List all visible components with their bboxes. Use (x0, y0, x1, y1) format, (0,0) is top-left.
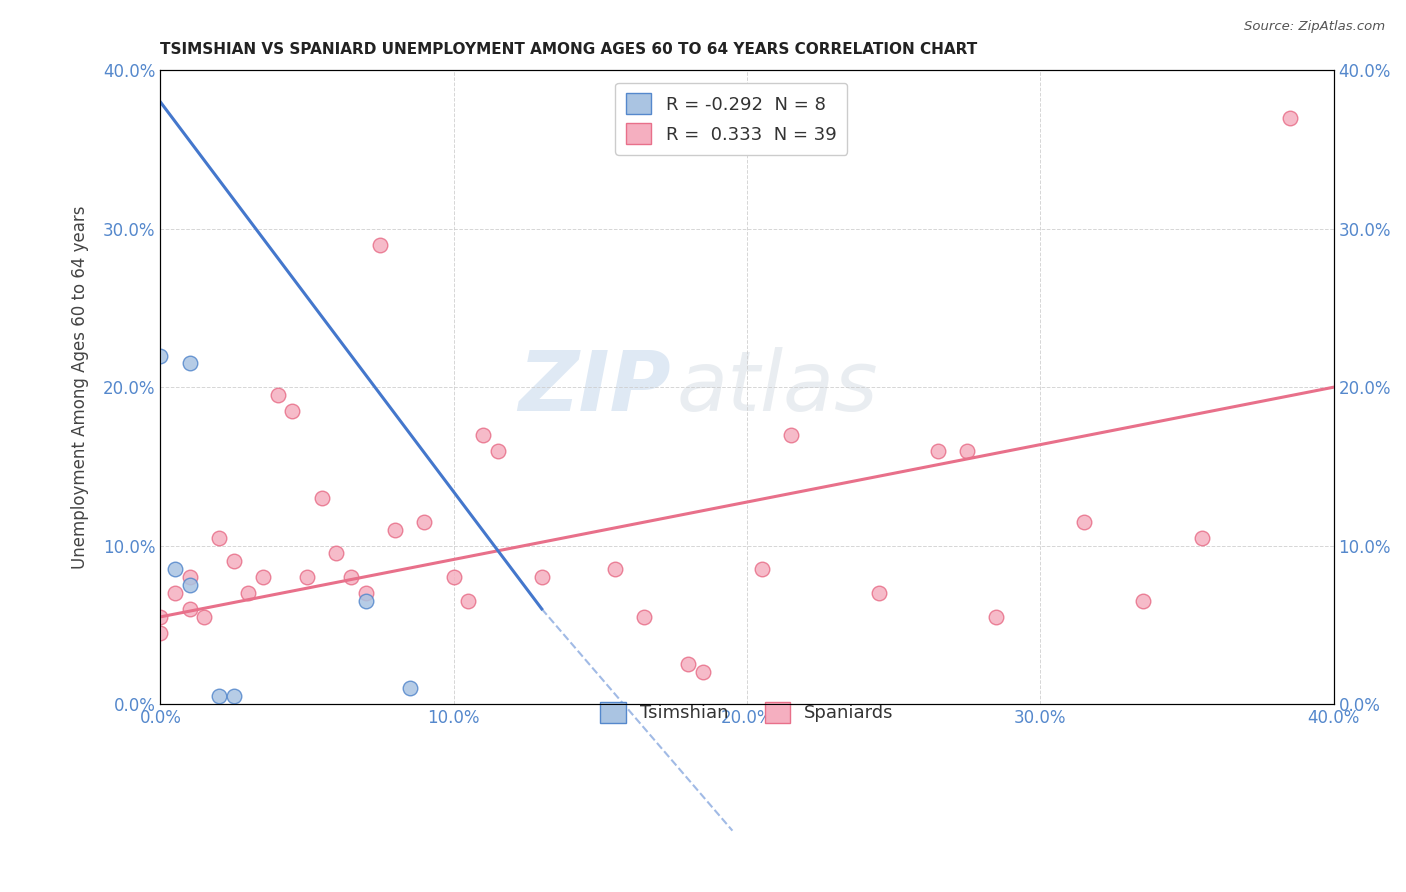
Point (956, 443, 979, 458)
Point (1073, 515, 1095, 529)
Point (222, 689, 245, 703)
Point (633, 610, 655, 624)
Point (443, 570, 465, 584)
Point (325, 547, 347, 561)
Point (927, 443, 949, 458)
Point (179, 570, 201, 584)
Point (751, 562, 773, 576)
Point (165, 586, 187, 600)
Point (986, 610, 1008, 624)
Point (398, 681, 420, 695)
Point (603, 562, 626, 576)
Text: TSIMSHIAN VS SPANIARD UNEMPLOYMENT AMONG AGES 60 TO 64 YEARS CORRELATION CHART: TSIMSHIAN VS SPANIARD UNEMPLOYMENT AMONG… (160, 42, 977, 57)
Point (530, 570, 553, 584)
Point (208, 531, 231, 545)
Point (457, 594, 479, 608)
Point (354, 594, 377, 608)
Point (486, 443, 509, 458)
Y-axis label: Unemployment Among Ages 60 to 64 years: Unemployment Among Ages 60 to 64 years (72, 205, 89, 569)
Point (1278, 111, 1301, 125)
Point (354, 586, 377, 600)
Legend: Tsimshian, Spaniards: Tsimshian, Spaniards (593, 695, 901, 730)
Point (413, 515, 436, 529)
Point (692, 665, 714, 680)
Point (384, 523, 406, 537)
Point (370, 237, 392, 252)
Point (1191, 531, 1213, 545)
Point (281, 404, 304, 418)
Point (179, 602, 201, 616)
Point (472, 427, 495, 442)
Text: ZIP: ZIP (519, 347, 671, 427)
Point (208, 689, 231, 703)
Text: Source: ZipAtlas.com: Source: ZipAtlas.com (1244, 20, 1385, 33)
Point (165, 562, 187, 576)
Point (179, 356, 201, 370)
Point (149, 349, 172, 363)
Point (678, 657, 700, 672)
Point (267, 388, 290, 402)
Point (222, 554, 245, 568)
Point (340, 570, 363, 584)
Point (238, 586, 260, 600)
Text: atlas: atlas (676, 347, 879, 427)
Point (193, 610, 215, 624)
Point (252, 570, 274, 584)
Point (179, 578, 201, 592)
Point (311, 491, 333, 505)
Point (780, 427, 803, 442)
Point (1132, 594, 1154, 608)
Point (295, 570, 318, 584)
Point (149, 625, 172, 640)
Point (149, 610, 172, 624)
Point (868, 586, 890, 600)
